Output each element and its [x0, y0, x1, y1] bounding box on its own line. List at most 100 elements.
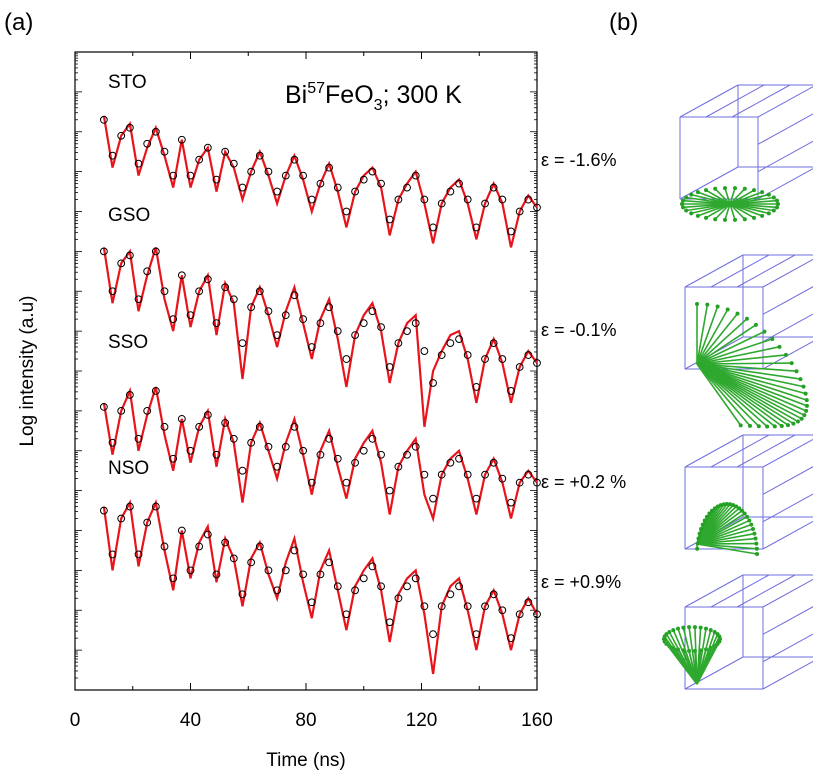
data-point — [489, 590, 498, 599]
data-point — [524, 195, 533, 204]
data-point — [186, 311, 195, 320]
spin-arrow — [705, 189, 731, 205]
spin-head — [695, 546, 700, 551]
spin-head — [742, 217, 747, 222]
data-point — [325, 434, 334, 443]
spin-head — [777, 344, 782, 349]
spin-head — [689, 211, 694, 216]
data-point — [498, 355, 507, 363]
spin-head — [779, 423, 784, 428]
data-point — [117, 514, 126, 523]
data-point — [351, 331, 359, 340]
data-point — [229, 159, 238, 168]
spin-head — [753, 536, 758, 541]
spin-head — [700, 522, 705, 527]
data-point — [264, 566, 273, 575]
data-point — [151, 387, 160, 395]
data-point — [169, 315, 178, 324]
data-point — [411, 574, 420, 583]
spin-head — [731, 503, 736, 508]
spin-head — [715, 304, 720, 309]
cube-edge — [679, 166, 739, 200]
cube-edge — [762, 438, 813, 468]
data-point — [169, 171, 178, 180]
cube-edge — [762, 258, 813, 288]
spin-arrow — [696, 363, 742, 426]
spin-head — [695, 190, 700, 195]
data-point — [455, 179, 463, 188]
spin-head — [721, 502, 726, 507]
data-point — [446, 339, 455, 347]
data-point — [229, 295, 238, 304]
spin-head — [697, 531, 702, 536]
spin-head — [699, 527, 704, 531]
spin-arrow — [714, 188, 731, 205]
cube-edge — [762, 286, 813, 315]
spin-arrow — [696, 346, 780, 365]
data-point — [325, 303, 334, 312]
data-point — [507, 387, 515, 395]
data-point — [342, 355, 351, 363]
spin-head — [713, 186, 718, 191]
data-point — [489, 339, 498, 347]
data-point — [463, 351, 472, 359]
cube-edge — [762, 340, 813, 370]
data-point — [333, 327, 342, 336]
spin-head — [747, 423, 752, 428]
spin-head — [802, 413, 807, 418]
x-tick-label: 80 — [295, 710, 316, 731]
data-point — [264, 307, 273, 316]
data-point — [229, 554, 238, 563]
data-point — [160, 287, 169, 296]
spin-arrow — [724, 203, 731, 221]
data-point — [186, 446, 195, 455]
data-point — [255, 542, 264, 551]
data-point — [238, 339, 247, 347]
data-point — [368, 562, 377, 571]
data-point — [342, 478, 351, 487]
data-point — [212, 319, 221, 328]
data-point — [359, 319, 368, 328]
spin-head — [752, 215, 756, 220]
data-point — [99, 506, 108, 515]
cube-edge — [710, 574, 770, 608]
cube-edge — [736, 574, 796, 608]
spin-head — [707, 511, 712, 516]
data-point — [489, 183, 498, 192]
data-point — [472, 383, 481, 391]
data-point — [359, 446, 368, 455]
data-point — [472, 494, 481, 503]
spin-head — [770, 337, 775, 342]
spin-head — [791, 421, 796, 426]
spin-head — [735, 311, 740, 316]
spin-head — [765, 424, 770, 429]
data-point — [169, 574, 178, 583]
spin-arrow — [696, 338, 773, 365]
panel-label: (b) — [609, 9, 638, 36]
data-point — [203, 143, 212, 152]
data-point — [221, 283, 230, 292]
spin-arrow — [696, 543, 758, 555]
data-point — [273, 331, 282, 340]
spin-head — [684, 195, 689, 200]
spin-arrow — [696, 363, 801, 380]
data-point — [377, 323, 385, 332]
data-point — [108, 438, 117, 447]
data-point — [437, 470, 446, 479]
spin-arrow — [696, 363, 751, 427]
spin-head — [771, 195, 776, 200]
spin-head — [752, 531, 757, 536]
data-point — [385, 363, 394, 371]
data-point — [125, 251, 134, 260]
data-point — [99, 247, 108, 256]
data-point — [160, 422, 169, 431]
data-point — [524, 598, 533, 607]
spin-head — [725, 502, 729, 506]
series-label: SSO — [108, 332, 148, 353]
annotation-part: FeO — [325, 81, 374, 109]
data-point — [359, 574, 368, 583]
spin-head — [705, 302, 710, 307]
spin-head — [742, 511, 747, 516]
data-point — [377, 582, 385, 591]
data-point — [533, 478, 541, 487]
